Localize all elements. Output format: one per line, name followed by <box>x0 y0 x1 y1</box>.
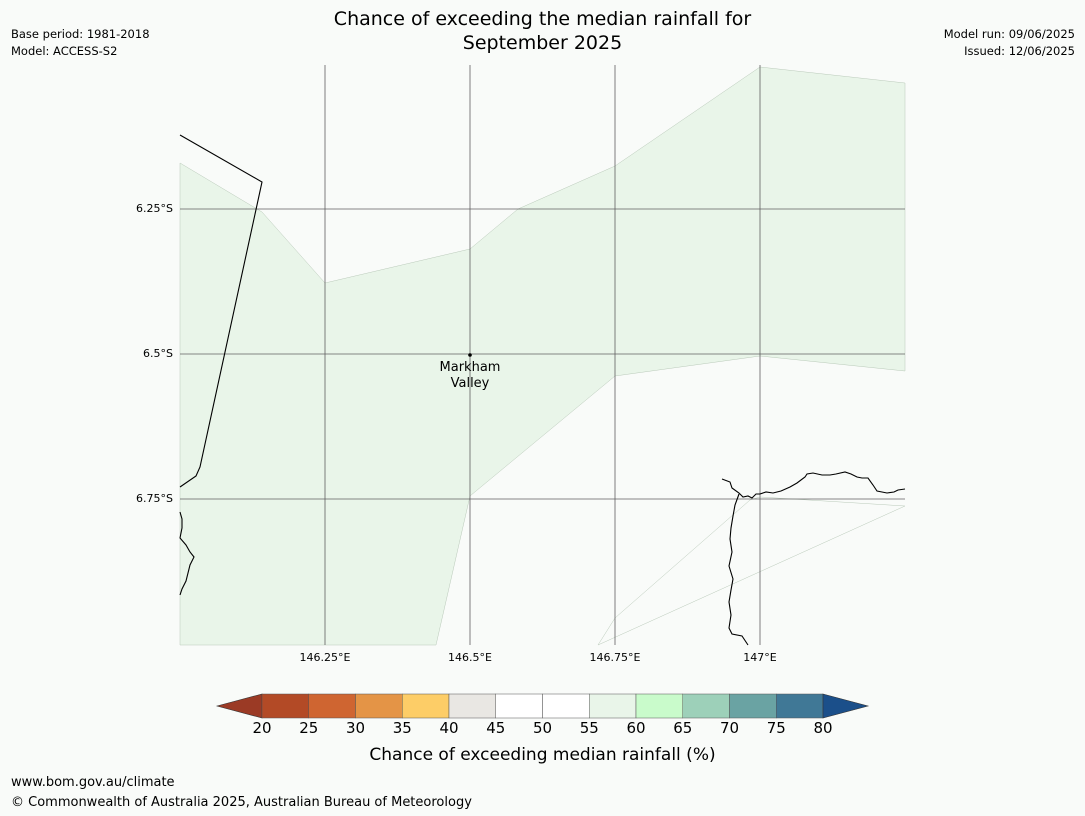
lat-label: 6.75°S <box>136 492 173 505</box>
colorbar-tick-label: 35 <box>392 719 412 737</box>
colorbar-segment <box>261 693 309 719</box>
colorbar-segment <box>776 693 824 719</box>
colorbar-segment <box>355 693 403 719</box>
model-text: Model: ACCESS-S2 <box>11 44 118 58</box>
probability-band-55-60 <box>179 66 906 646</box>
colorbar-segment <box>729 693 777 719</box>
probability-band-corner <box>597 496 906 646</box>
place-label-line-1: Markham <box>439 360 501 375</box>
lat-label: 6.5°S <box>143 347 173 360</box>
colorbar-title: Chance of exceeding median rainfall (%) <box>369 745 716 765</box>
page-title: Chance of exceeding the median rainfall … <box>0 7 1085 55</box>
lon-label: 146.5°E <box>448 651 492 664</box>
colorbar-under-arrow <box>215 693 263 719</box>
base-period-text: Base period: 1981-2018 <box>11 27 150 41</box>
issued-text: Issued: 12/06/2025 <box>964 44 1075 58</box>
colorbar-segment <box>682 693 730 719</box>
colorbar-segment <box>308 693 356 719</box>
colorbar-segment <box>402 693 450 719</box>
lon-label: 146.25°E <box>299 651 351 664</box>
colorbar-segment <box>495 693 543 719</box>
footer-url[interactable]: www.bom.gov.au/climate <box>11 775 175 790</box>
meta-left: Base period: 1981-2018 Model: ACCESS-S2 <box>11 26 150 60</box>
colorbar-tick-label: 80 <box>813 719 833 737</box>
title-line-2: September 2025 <box>462 32 623 54</box>
lon-label: 146.75°E <box>589 651 641 664</box>
colorbar-over-arrow <box>822 693 870 719</box>
colorbar-tick-label: 20 <box>252 719 272 737</box>
colorbar-tick-label: 45 <box>486 719 506 737</box>
colorbar <box>215 693 870 719</box>
colorbar-segment <box>448 693 496 719</box>
colorbar-tick-label: 50 <box>532 719 553 737</box>
place-label-line-2: Valley <box>450 376 490 391</box>
colorbar-tick-label: 70 <box>719 719 740 737</box>
lon-label: 147°E <box>743 651 777 664</box>
colorbar-segment <box>635 693 683 719</box>
colorbar-tick-label: 25 <box>299 719 319 737</box>
coastline <box>179 134 906 646</box>
colorbar-tick-label: 75 <box>766 719 786 737</box>
title-line-1: Chance of exceeding the median rainfall … <box>333 8 752 30</box>
colorbar-tick-label: 40 <box>439 719 459 737</box>
footer-copyright: © Commonwealth of Australia 2025, Austra… <box>11 795 472 810</box>
colorbar-segment <box>542 693 590 719</box>
colorbar-tick-label: 55 <box>579 719 599 737</box>
colorbar-tick-label: 60 <box>626 719 646 737</box>
markham-valley-marker <box>468 353 472 357</box>
colorbar-tick-label: 65 <box>673 719 693 737</box>
colorbar-tick-label: 30 <box>345 719 366 737</box>
place-label: Markham Valley <box>440 360 501 392</box>
lat-label: 6.25°S <box>136 202 173 215</box>
colorbar-segment <box>589 693 637 719</box>
model-run-text: Model run: 09/06/2025 <box>943 27 1075 41</box>
meta-right: Model run: 09/06/2025 Issued: 12/06/2025 <box>944 26 1075 60</box>
